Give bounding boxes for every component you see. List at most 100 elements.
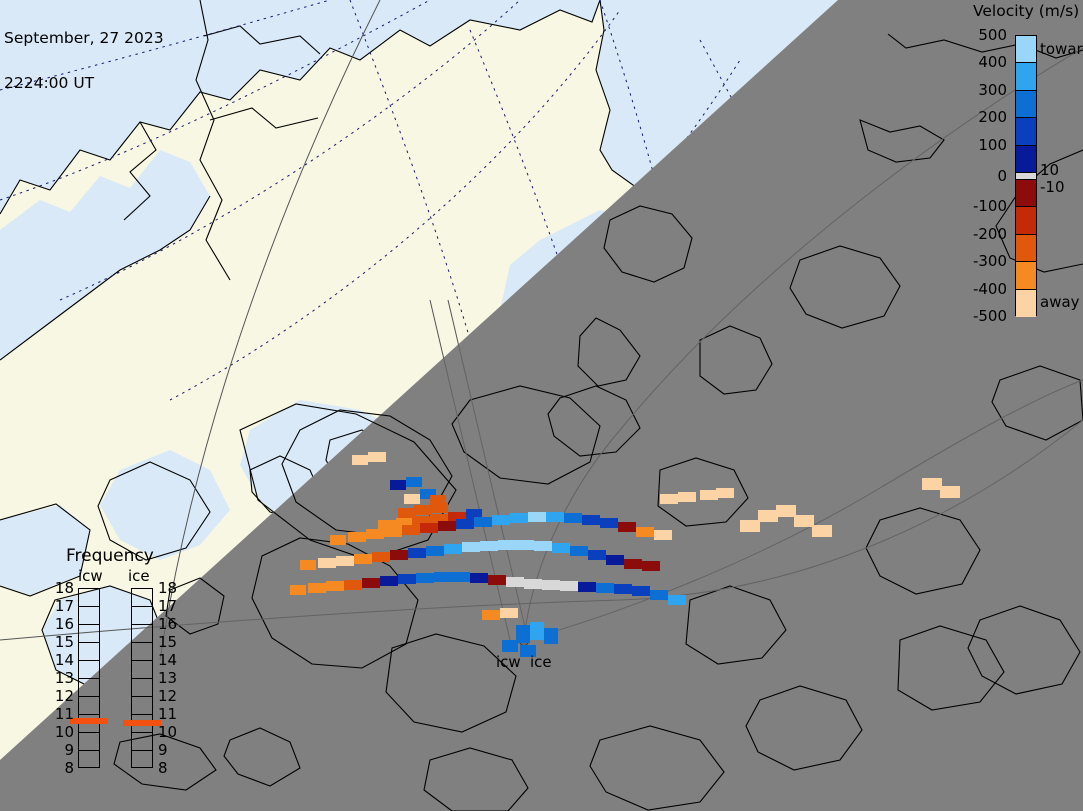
velocity-cell: [530, 622, 544, 640]
velocity-cell: [632, 586, 650, 596]
velocity-cell: [396, 518, 414, 528]
velocity-cell: [344, 580, 362, 590]
velocity-cell: [654, 530, 672, 540]
frequency-tick: 14: [54, 651, 74, 669]
frequency-tick: 13: [158, 669, 178, 687]
velocity-cell: [378, 520, 396, 530]
velocity-cell: [588, 550, 606, 560]
frequency-scale-row: [132, 697, 152, 715]
frequency-scale-icw: [78, 588, 100, 768]
velocity-cell: [390, 480, 406, 490]
velocity-cell: [624, 559, 642, 569]
colorbar-away-label: away: [1040, 293, 1080, 312]
velocity-cell: [940, 486, 960, 498]
colorbar-tick: -400: [972, 279, 1007, 298]
colorbar-segment: [1016, 145, 1036, 173]
velocity-cell: [500, 608, 518, 618]
velocity-cell: [414, 505, 432, 515]
frequency-column-label-icw: icw: [78, 567, 103, 585]
frequency-marker-icw: [70, 718, 108, 725]
colorbar-tick: 500: [978, 26, 1007, 44]
velocity-cell: [330, 535, 346, 545]
velocity-cell: [636, 527, 654, 537]
velocity-cell: [398, 508, 416, 518]
velocity-colorbar: Velocity (m/s) 500 400 300 200 100 0 -100 -200 -…: [963, 0, 1083, 340]
velocity-cell: [408, 548, 426, 558]
velocity-cell: [642, 561, 660, 571]
velocity-cell: [506, 577, 524, 587]
frequency-scale-row: [132, 589, 152, 607]
frequency-scale-row: [132, 733, 152, 751]
frequency-tick: 11: [54, 705, 74, 723]
frequency-tick: 17: [158, 597, 178, 615]
velocity-cell: [420, 523, 438, 533]
velocity-cell: [430, 514, 448, 524]
velocity-cell: [326, 581, 344, 591]
frequency-scale-row: [132, 643, 152, 661]
colorbar-gradient: [1015, 35, 1037, 317]
velocity-cell: [354, 554, 372, 564]
velocity-cell: [352, 455, 368, 465]
velocity-cell: [404, 494, 420, 504]
colorbar-tick: 400: [978, 53, 1007, 72]
velocity-cell: [498, 540, 516, 550]
frequency-scale-row: [79, 751, 99, 769]
velocity-cell: [336, 556, 354, 566]
velocity-cell: [502, 640, 518, 652]
velocity-cell: [716, 488, 734, 498]
velocity-cell: [614, 584, 632, 594]
radar-velocity-cells: [290, 452, 960, 657]
velocity-cell: [740, 520, 760, 532]
frequency-tick: 9: [158, 741, 168, 759]
colorbar-tick: -200: [972, 224, 1007, 243]
frequency-scale-row: [79, 643, 99, 661]
velocity-cell: [448, 512, 466, 522]
velocity-cell: [466, 509, 482, 519]
velocity-cell: [308, 583, 326, 593]
frequency-tick: 9: [64, 741, 74, 759]
velocity-cell: [582, 515, 600, 525]
velocity-cell: [596, 583, 614, 593]
velocity-cell: [600, 518, 618, 528]
velocity-cell: [480, 541, 498, 551]
frequency-tick: 10: [54, 723, 74, 741]
velocity-cell: [300, 560, 316, 570]
velocity-cell: [438, 521, 456, 531]
colorbar-inner-low-label: -10: [1040, 178, 1065, 196]
velocity-cell: [794, 515, 814, 527]
velocity-cell: [922, 478, 942, 490]
velocity-cell: [434, 572, 452, 582]
velocity-cell: [618, 522, 636, 532]
frequency-scale-row: [79, 589, 99, 607]
frequency-scale-row: [79, 607, 99, 625]
velocity-cell: [544, 628, 558, 644]
colorbar-segment: [1016, 234, 1036, 263]
velocity-cell: [462, 542, 480, 552]
velocity-cell: [524, 579, 542, 589]
colorbar-tick: -100: [972, 197, 1007, 216]
velocity-cell: [492, 515, 510, 525]
velocity-cell: [412, 516, 430, 526]
radar-site-label-icw: icw: [496, 653, 521, 671]
frequency-scale-row: [79, 679, 99, 697]
colorbar-segment: [1016, 36, 1036, 64]
velocity-cell: [368, 452, 386, 462]
frequency-tick: 8: [64, 759, 74, 777]
velocity-cell: [570, 546, 588, 556]
velocity-cell: [542, 580, 560, 590]
timestamp-time: 2224:00 UT: [4, 74, 95, 92]
frequency-tick: 16: [54, 615, 74, 633]
colorbar-segment: [1016, 90, 1036, 119]
frequency-tick: 15: [54, 633, 74, 651]
velocity-cell: [650, 590, 668, 600]
velocity-cell: [668, 595, 686, 605]
velocity-cell: [444, 544, 462, 554]
frequency-scale-row: [132, 679, 152, 697]
frequency-tick: 18: [54, 579, 74, 597]
frequency-column-label-ice: ice: [128, 567, 150, 585]
colorbar-segment: [1016, 118, 1036, 146]
frequency-scale-row: [79, 715, 99, 733]
colorbar-tick: 100: [978, 135, 1007, 154]
